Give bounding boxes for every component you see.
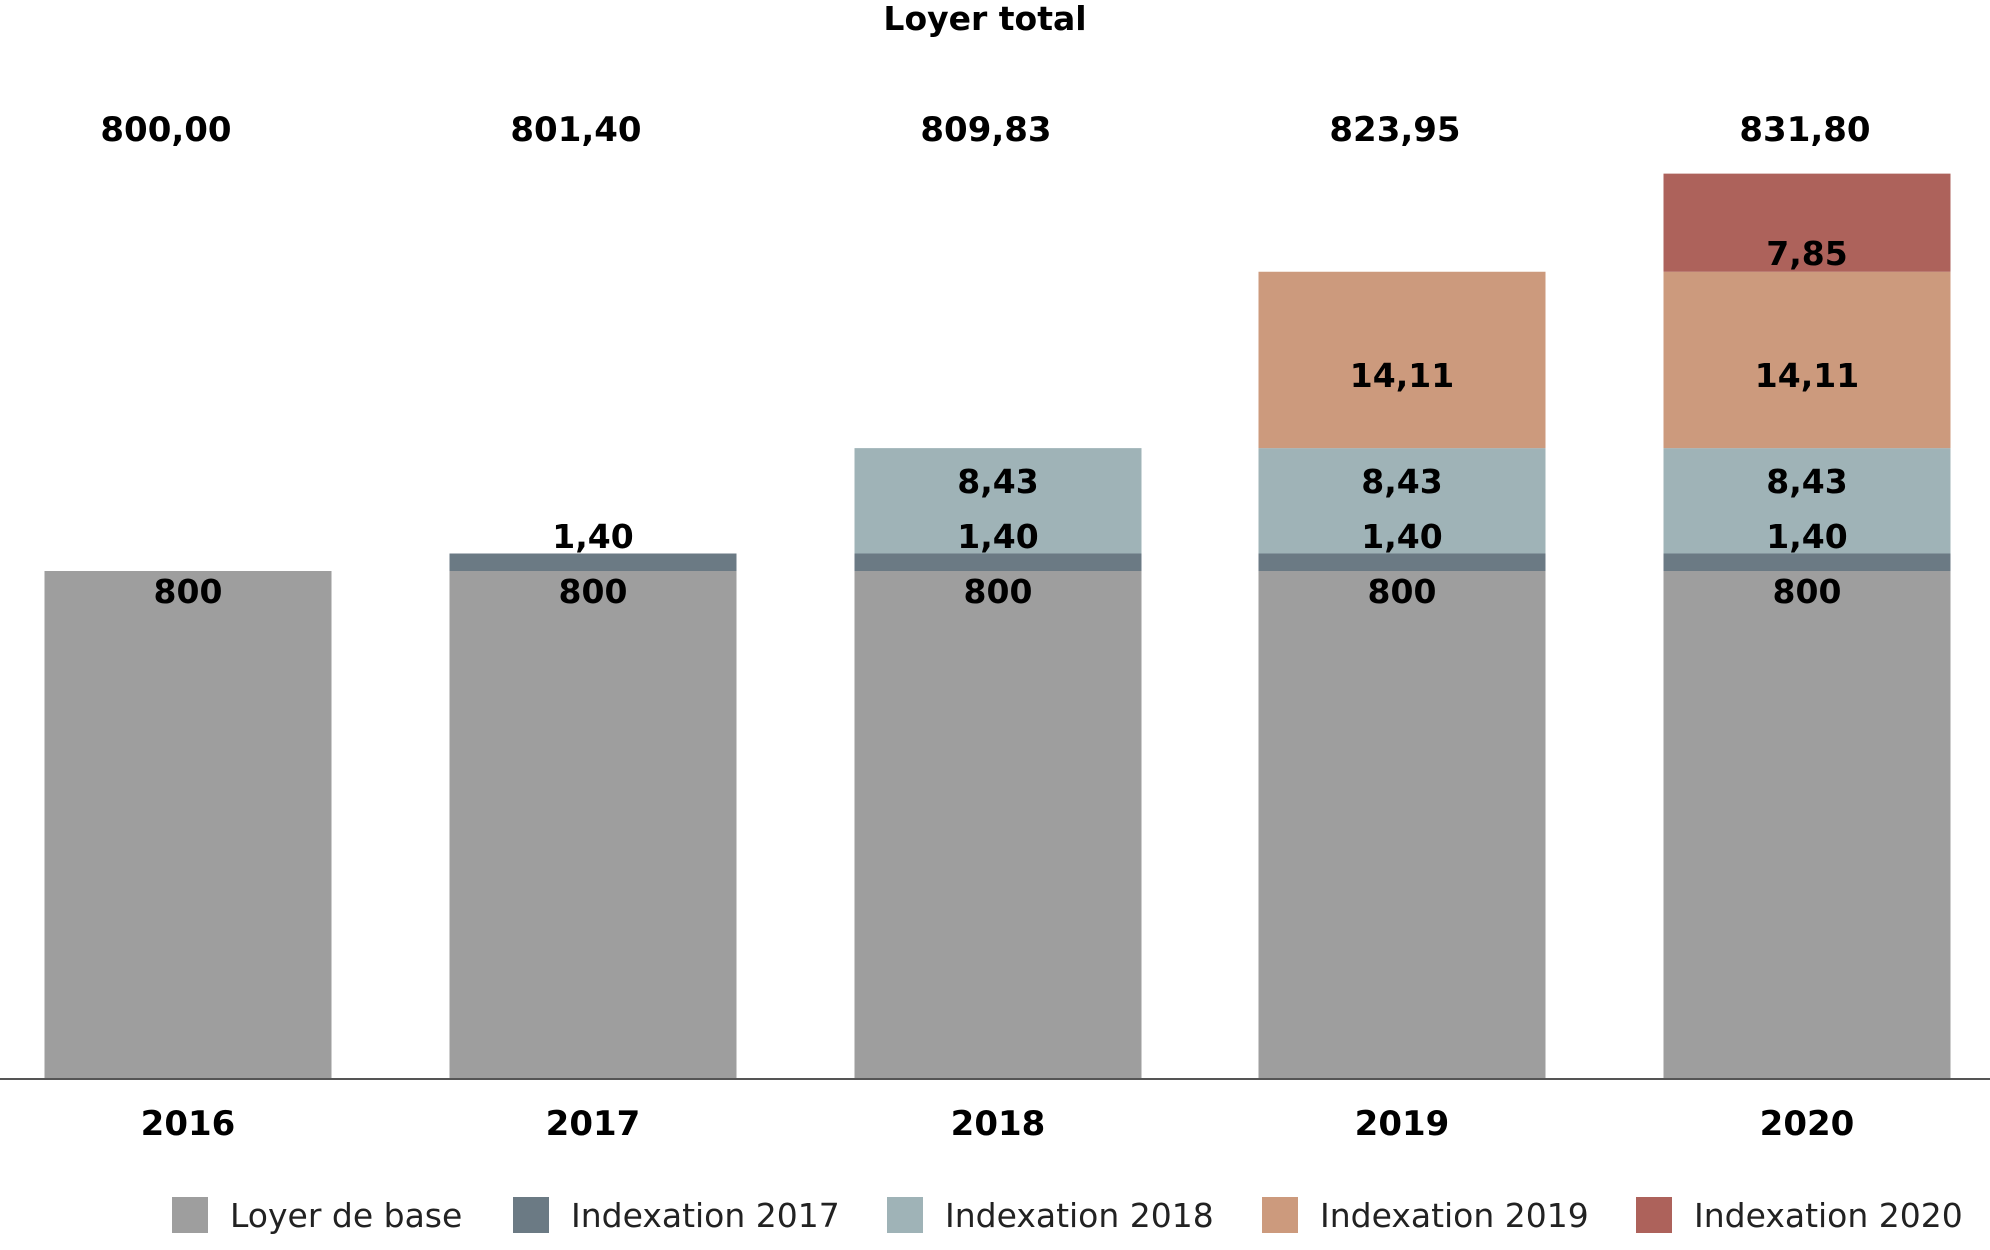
segment-label-indexation-2017-2019: 1,40 [1361, 517, 1442, 556]
bar-segment-indexation-2019-2020 [1663, 271, 1951, 449]
legend-label-indexation-2020: Indexation 2020 [1694, 1196, 1963, 1235]
legend-swatch-indexation-2018 [887, 1197, 923, 1233]
x-tick-labels: 2016 2017 2018 2019 2020 [141, 1104, 1855, 1144]
x-tick-label-2020: 2020 [1760, 1104, 1855, 1144]
segment-label-loyer-de-base-2018: 800 [964, 572, 1033, 611]
totals-group: 800,00 801,40 809,83 823,95 831,80 [100, 110, 1870, 150]
bar-segment-indexation-2020-2020 [1663, 173, 1951, 272]
segment-label-indexation-2018-2019: 8,43 [1361, 462, 1442, 501]
legend-label-indexation-2018: Indexation 2018 [945, 1196, 1214, 1235]
segment-label-indexation-2017-2017: 1,40 [552, 517, 633, 556]
x-tick-label-2016: 2016 [141, 1104, 236, 1144]
bar-segment-loyer-de-base-2020 [1663, 571, 1951, 1078]
legend-swatch-indexation-2017 [513, 1197, 549, 1233]
segment-label-indexation-2019-2020: 14,11 [1755, 356, 1859, 395]
bars-group: 800 800 800 800 800 1,40 1,40 1,40 1,40 8,43 8,43 8… [44, 173, 1951, 1078]
segment-label-loyer-de-base-2017: 800 [559, 572, 628, 611]
bar-segment-loyer-de-base-2017 [449, 571, 737, 1078]
x-tick-label-2018: 2018 [951, 1104, 1046, 1144]
legend-label-loyer-de-base: Loyer de base [230, 1196, 462, 1235]
legend-label-indexation-2017: Indexation 2017 [571, 1196, 840, 1235]
bar-segment-indexation-2017-2019 [1258, 553, 1546, 571]
chart-title: Loyer total [883, 0, 1086, 38]
segment-label-indexation-2018-2020: 8,43 [1766, 462, 1847, 501]
bar-segment-loyer-de-base-2018 [854, 571, 1142, 1078]
segment-label-indexation-2017-2018: 1,40 [957, 517, 1038, 556]
bar-segment-indexation-2018-2018 [854, 448, 1142, 554]
segment-label-indexation-2017-2020: 1,40 [1766, 517, 1847, 556]
segment-label-loyer-de-base-2020: 800 [1773, 572, 1842, 611]
bar-segment-indexation-2017-2018 [854, 553, 1142, 571]
total-label-2018: 809,83 [920, 110, 1051, 150]
segment-label-indexation-2020-2020: 7,85 [1766, 234, 1847, 273]
legend-swatch-indexation-2019 [1262, 1197, 1298, 1233]
total-label-2020: 831,80 [1739, 110, 1870, 150]
segment-label-indexation-2019-2019: 14,11 [1350, 356, 1454, 395]
legend-label-indexation-2019: Indexation 2019 [1320, 1196, 1589, 1235]
x-tick-label-2017: 2017 [546, 1104, 641, 1144]
bar-segment-loyer-de-base-2019 [1258, 571, 1546, 1078]
segment-label-indexation-2018-2018: 8,43 [957, 462, 1038, 501]
total-label-2019: 823,95 [1329, 110, 1460, 150]
total-label-2016: 800,00 [100, 110, 231, 150]
bar-segment-indexation-2018-2019 [1258, 448, 1546, 554]
bar-segment-indexation-2017-2020 [1663, 553, 1951, 571]
legend-swatch-loyer-de-base [172, 1197, 208, 1233]
bar-segment-indexation-2017-2017 [449, 553, 737, 571]
bar-segment-indexation-2018-2020 [1663, 448, 1951, 554]
bar-segment-loyer-de-base-2016 [44, 571, 332, 1078]
legend: Loyer de base Indexation 2017 Indexation 2… [172, 1196, 1963, 1235]
segment-label-loyer-de-base-2016: 800 [154, 572, 223, 611]
segment-label-loyer-de-base-2019: 800 [1368, 572, 1437, 611]
total-label-2017: 801,40 [510, 110, 641, 150]
legend-swatch-indexation-2020 [1636, 1197, 1672, 1233]
x-tick-label-2019: 2019 [1355, 1104, 1450, 1144]
bar-segment-indexation-2019-2019 [1258, 271, 1546, 449]
